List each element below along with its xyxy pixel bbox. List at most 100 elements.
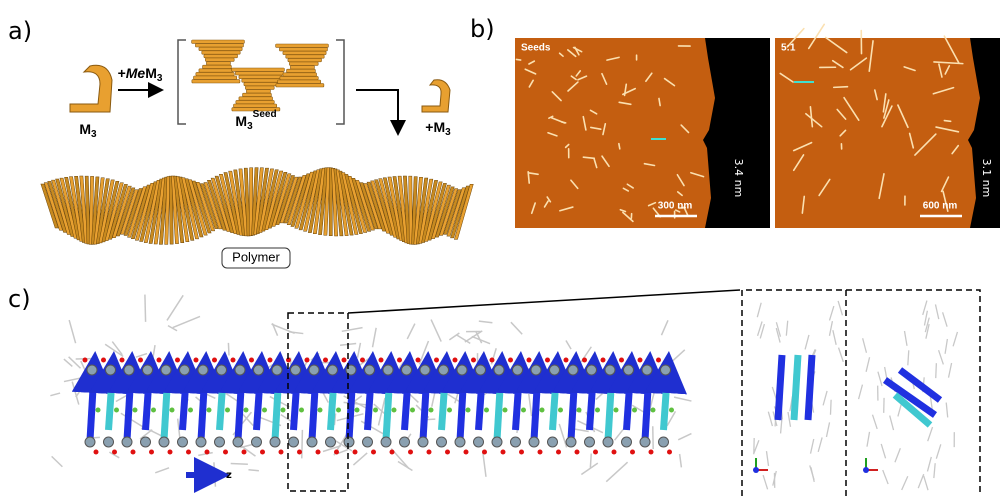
side-chain bbox=[529, 394, 532, 416]
fluorine bbox=[281, 408, 286, 413]
side-chain bbox=[863, 338, 867, 353]
side-chain bbox=[289, 332, 304, 334]
fluorine bbox=[558, 408, 563, 413]
ring bbox=[474, 437, 484, 447]
fluorine bbox=[188, 408, 193, 413]
text: 3 bbox=[247, 121, 253, 132]
ring bbox=[215, 437, 225, 447]
side-chain bbox=[927, 457, 931, 471]
oxygen bbox=[612, 450, 617, 455]
ring bbox=[548, 437, 558, 447]
ring bbox=[420, 365, 430, 375]
ring bbox=[476, 365, 486, 375]
seed-layer bbox=[192, 40, 245, 43]
seed-layer bbox=[244, 82, 278, 85]
side-chain bbox=[924, 311, 927, 326]
scale-bar-label: 300 nm bbox=[658, 201, 693, 212]
seed-layer bbox=[192, 80, 240, 83]
fluorine bbox=[299, 408, 304, 413]
ring bbox=[87, 365, 97, 375]
ring bbox=[143, 365, 153, 375]
text: M bbox=[235, 113, 247, 129]
monomer-label: M3 bbox=[79, 121, 97, 140]
ring bbox=[383, 365, 393, 375]
seed-layer bbox=[289, 62, 318, 65]
side-chain bbox=[883, 470, 888, 484]
polymer-icon bbox=[41, 168, 473, 245]
strand bbox=[423, 372, 427, 440]
oxygen bbox=[593, 450, 598, 455]
ring bbox=[418, 437, 428, 447]
oxygen bbox=[205, 450, 210, 455]
strand bbox=[349, 372, 353, 440]
strand bbox=[238, 372, 242, 440]
ring bbox=[104, 437, 114, 447]
seed-layer bbox=[280, 76, 318, 79]
afm-image: 5:1600 nm3.1 nm bbox=[775, 24, 1000, 228]
side-chain bbox=[668, 350, 685, 366]
seed-layer bbox=[242, 79, 280, 82]
side-chain bbox=[866, 357, 869, 372]
seed-layer bbox=[239, 75, 282, 78]
side-chain bbox=[823, 391, 827, 405]
side-chain bbox=[788, 412, 790, 427]
fluorine bbox=[466, 408, 471, 413]
side-chain bbox=[890, 416, 894, 431]
ring bbox=[344, 437, 354, 447]
side-chain bbox=[155, 468, 169, 473]
molecular-model bbox=[50, 295, 691, 487]
fluorine bbox=[373, 408, 378, 413]
side-chain bbox=[946, 403, 947, 418]
strand bbox=[164, 372, 168, 440]
seed-layer bbox=[279, 48, 327, 51]
side-chain bbox=[878, 372, 882, 386]
oxygen bbox=[279, 450, 284, 455]
side-chain bbox=[830, 400, 831, 415]
oxygen bbox=[249, 358, 254, 363]
strand bbox=[183, 372, 187, 430]
ring bbox=[455, 437, 465, 447]
oxygen bbox=[305, 358, 310, 363]
ring bbox=[180, 365, 190, 375]
side-chain bbox=[606, 462, 627, 482]
ring bbox=[642, 365, 652, 375]
ring bbox=[439, 365, 449, 375]
ring bbox=[659, 437, 669, 447]
fluorine bbox=[577, 408, 582, 413]
addition-label: +M3 bbox=[425, 119, 451, 138]
oxygen bbox=[667, 450, 672, 455]
strand bbox=[664, 372, 668, 430]
oxygen bbox=[390, 450, 395, 455]
panel-label: b) bbox=[470, 15, 495, 43]
side-chain bbox=[902, 476, 908, 490]
side-chain bbox=[934, 463, 935, 478]
ring bbox=[291, 365, 301, 375]
ring bbox=[381, 437, 391, 447]
seed-layer bbox=[288, 58, 322, 61]
fluorine bbox=[392, 408, 397, 413]
oxygen bbox=[408, 450, 413, 455]
ring bbox=[270, 437, 280, 447]
oxygen bbox=[619, 358, 624, 363]
side-chain bbox=[302, 430, 303, 458]
oxygen bbox=[212, 358, 217, 363]
oxygen bbox=[564, 358, 569, 363]
side-chain bbox=[432, 382, 437, 407]
oxygen bbox=[464, 450, 469, 455]
side-chain bbox=[101, 373, 103, 389]
oxygen bbox=[434, 358, 439, 363]
text: 3 bbox=[91, 129, 97, 140]
strand bbox=[331, 372, 335, 430]
ring bbox=[328, 365, 338, 375]
oxygen bbox=[157, 358, 162, 363]
seed-layer bbox=[204, 54, 238, 57]
seed-layer bbox=[196, 72, 234, 75]
ring bbox=[196, 437, 206, 447]
afm-images: Seeds300 nm3.4 nm5:1600 nm3.1 nm bbox=[515, 24, 1000, 228]
strand bbox=[627, 372, 631, 430]
ring bbox=[363, 437, 373, 447]
seed-layer bbox=[278, 80, 321, 83]
seed-layer bbox=[283, 73, 317, 76]
side-chain bbox=[924, 476, 928, 490]
side-chain bbox=[943, 312, 947, 326]
